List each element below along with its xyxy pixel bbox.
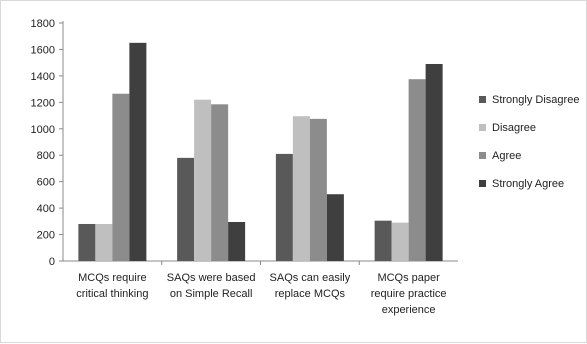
bar-strongly-disagree-1 <box>177 158 194 261</box>
category-label: MCQs require <box>78 272 146 284</box>
legend-swatch <box>479 180 486 187</box>
bar-strongly-disagree-3 <box>375 221 392 261</box>
bar-strongly-agree-2 <box>327 194 344 261</box>
y-tick-label: 1400 <box>31 71 55 83</box>
category-label: SAQs can easily <box>270 272 351 284</box>
legend-label: Strongly Agree <box>492 178 564 190</box>
legend: Strongly Disagree Disagree Agree Strongly A… <box>479 94 579 190</box>
y-tick-label: 200 <box>37 230 55 242</box>
bar-agree-3 <box>409 79 426 261</box>
bar-strongly-disagree-2 <box>276 154 293 261</box>
category-label: SAQs were based <box>167 272 256 284</box>
bar-disagree-3 <box>392 223 409 261</box>
bar-strongly-agree-0 <box>129 43 146 261</box>
y-tick-label: 800 <box>37 150 55 162</box>
legend-label: Agree <box>492 150 521 162</box>
y-tick-label: 400 <box>37 203 55 215</box>
chart-bars <box>78 43 442 261</box>
y-tick-label: 0 <box>49 256 55 268</box>
bar-strongly-disagree-0 <box>78 224 95 261</box>
category-label: MCQs paper <box>377 272 440 284</box>
category-label: replace MCQs <box>275 288 346 300</box>
y-tick-label: 1800 <box>31 18 55 30</box>
legend-label: Strongly Disagree <box>492 94 579 106</box>
y-tick-label: 1000 <box>31 124 55 136</box>
category-label: critical thinking <box>76 288 148 300</box>
category-labels: MCQs require critical thinking SAQs were b… <box>76 272 446 316</box>
y-tick-label: 1200 <box>31 97 55 109</box>
legend-swatch <box>479 96 486 103</box>
category-label: experience <box>382 304 436 316</box>
bar-strongly-agree-3 <box>426 64 443 261</box>
category-label: on Simple Recall <box>170 288 253 300</box>
bar-agree-1 <box>211 104 228 261</box>
bar-disagree-0 <box>95 224 112 261</box>
legend-swatch <box>479 152 486 159</box>
y-tick-label: 1600 <box>31 44 55 56</box>
category-label: require practice <box>371 288 447 300</box>
legend-swatch <box>479 124 486 131</box>
bar-disagree-1 <box>194 100 211 261</box>
bar-strongly-agree-1 <box>228 222 245 261</box>
y-tick-labels: 0 200 400 600 800 1000 1200 1400 1600 1800 <box>31 18 55 268</box>
bar-agree-0 <box>112 94 129 261</box>
bar-disagree-2 <box>293 116 310 261</box>
bar-agree-2 <box>310 119 327 261</box>
legend-label: Disagree <box>492 122 536 134</box>
y-tick-label: 600 <box>37 177 55 189</box>
